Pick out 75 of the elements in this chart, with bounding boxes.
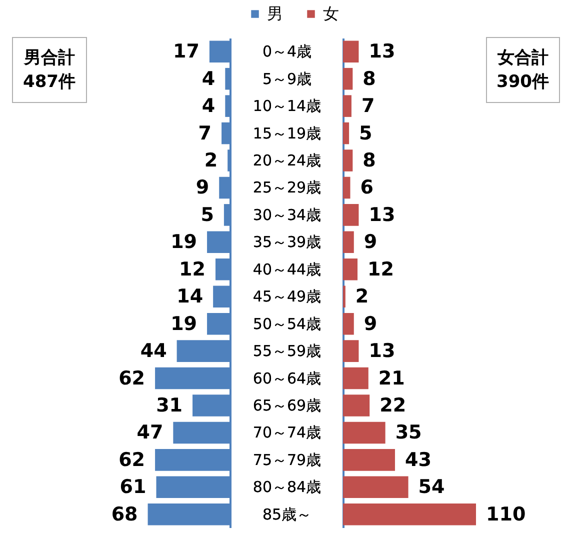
data-label: 13: [368, 204, 396, 226]
data-label: 12: [179, 258, 206, 280]
summary-box: 女合計 390件: [486, 37, 560, 103]
y-tick-label: 30～34歳: [252, 206, 322, 224]
data-label: 4: [202, 68, 216, 90]
data-label: 62: [118, 448, 146, 471]
bar: [343, 95, 352, 117]
data-label: 6: [360, 176, 374, 199]
bar: [343, 340, 359, 362]
y-tick-label: 0～4歳: [262, 42, 312, 61]
y-tick-label: 25～29歳: [252, 178, 322, 197]
y-tick-label: 55～59歳: [252, 342, 322, 360]
bar: [343, 394, 370, 416]
bar: [343, 68, 353, 90]
y-tick-label: 15～19歳: [252, 124, 322, 142]
data-label: 13: [368, 40, 396, 63]
y-tick-label: 40～44歳: [252, 260, 322, 278]
y-tick-label: 65～69歳: [252, 396, 322, 414]
y-tick-label: 35～39歳: [252, 233, 322, 252]
y-tick-label: 5～9歳: [262, 70, 312, 88]
y-tick-label: 45～49歳: [252, 288, 322, 306]
data-label: 43: [404, 448, 432, 471]
data-label: 44: [140, 340, 167, 362]
data-label: 68: [111, 503, 138, 526]
data-label: 9: [364, 231, 378, 254]
data-label: 13: [368, 340, 396, 362]
data-label: 21: [378, 367, 405, 390]
data-label: 54: [418, 476, 445, 498]
bar: [343, 504, 476, 526]
data-label: 22: [380, 394, 406, 416]
bar: [343, 176, 350, 199]
data-label: 110: [486, 503, 526, 526]
summary-box: 男合計 487件: [12, 37, 86, 103]
data-label: 17: [172, 40, 200, 63]
bar: [343, 449, 395, 471]
data-label: 9: [196, 176, 210, 199]
data-label: 7: [361, 95, 375, 118]
data-label: 35: [395, 422, 422, 444]
y-tick-label: 50～54歳: [252, 314, 322, 333]
y-tick-label: 75～79歳: [252, 450, 322, 469]
data-label: 2: [204, 150, 218, 172]
bar: [343, 204, 359, 226]
data-label: 19: [170, 312, 198, 335]
y-tick-label: 85歳～: [262, 505, 312, 524]
data-label: 19: [170, 231, 198, 254]
data-label: 7: [198, 122, 212, 144]
y-tick-label: 60～64歳: [252, 369, 322, 388]
y-tick-label: 20～24歳: [252, 152, 322, 170]
bar: [343, 40, 359, 62]
bar: [343, 312, 354, 335]
bar: [343, 231, 354, 254]
data-label: 61: [120, 476, 146, 498]
data-label: 4: [202, 95, 216, 118]
bar: [343, 422, 386, 444]
data-label: 14: [176, 286, 204, 308]
data-label: 2: [355, 286, 369, 308]
legend-label: 男: [267, 6, 283, 23]
data-label: 8: [362, 68, 376, 90]
data-label: 62: [118, 367, 146, 390]
bar: [343, 258, 358, 280]
data-label: 8: [362, 150, 376, 172]
bar: [343, 367, 368, 390]
data-label: 31: [156, 394, 183, 416]
data-label: 12: [368, 258, 394, 280]
data-label: 5: [200, 204, 214, 226]
y-tick-label: 70～74歳: [252, 424, 322, 442]
data-label: 47: [136, 422, 164, 444]
bar: [343, 150, 353, 172]
data-label: 5: [359, 122, 372, 144]
bar: [343, 122, 350, 144]
y-tick-label: 80～84歳: [252, 478, 322, 496]
legend-label: 女: [323, 6, 339, 23]
data-label: 9: [364, 312, 378, 335]
y-tick-label: 10～14歳: [252, 97, 322, 116]
bar: [343, 476, 408, 498]
